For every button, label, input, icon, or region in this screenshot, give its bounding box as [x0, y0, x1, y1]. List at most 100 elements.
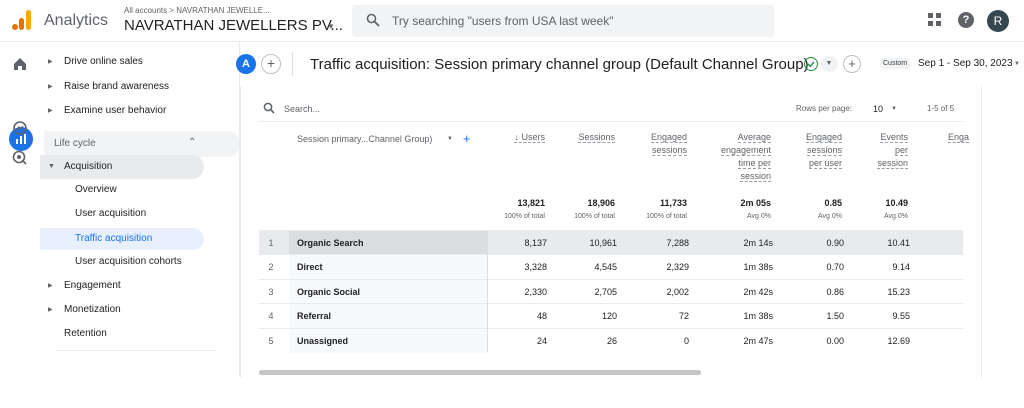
report-table-card: Search... Rows per page: 10 ▼ 1-5 of 5 S…: [240, 86, 982, 378]
cell-events: 10.41: [887, 238, 910, 248]
explore-icon[interactable]: [12, 120, 28, 136]
row-channel-name[interactable]: Direct: [297, 262, 323, 273]
title-options-caret-icon[interactable]: ▼: [820, 56, 838, 72]
home-icon[interactable]: [12, 56, 28, 72]
nav-section-life-cycle[interactable]: Life cycle ⌃: [44, 131, 239, 157]
check-circle-icon[interactable]: [804, 57, 818, 71]
nav-active-label: Traffic acquisition: [75, 233, 153, 244]
column-header-users[interactable]: ↓ Users: [514, 132, 545, 143]
column-total-sub-users: 100% of total: [504, 213, 545, 220]
column-total-avg_time: 2m 05s: [740, 198, 771, 208]
cell-sessions: 10,961: [589, 238, 617, 248]
row-channel-name[interactable]: Organic Social: [297, 286, 361, 297]
cell-eng_per_user: 0.86: [826, 286, 844, 297]
row-index: 5: [268, 335, 274, 346]
rows-per-page-select[interactable]: 10: [873, 104, 884, 114]
column-eng_per_user[interactable]: Engaged sessions per user: [805, 131, 842, 170]
table-row[interactable]: 3 Organic Social 2,330 2,705 2,002 2m 42s 0.86…: [259, 278, 963, 304]
column-sessions[interactable]: Sessions: [578, 131, 615, 144]
cell-engaged: 0: [683, 335, 689, 346]
comparison-badge[interactable]: A: [236, 54, 256, 74]
nav-item-retention[interactable]: Retention: [64, 328, 107, 339]
date-range-picker[interactable]: Sep 1 - Sep 30, 2023: [918, 58, 1013, 69]
column-cut[interactable]: Enga: [947, 131, 969, 144]
cell-events: 15.23: [887, 286, 910, 297]
table-search-input[interactable]: Search...: [284, 104, 321, 114]
row-channel-name[interactable]: Organic Search: [297, 238, 364, 248]
cell-events: 9.14: [892, 262, 910, 273]
column-header-engaged[interactable]: Engaged sessions: [650, 132, 687, 156]
date-caret-icon[interactable]: ▼: [1014, 61, 1020, 67]
cell-eng_per_user: 1.50: [826, 311, 844, 322]
row-channel-name[interactable]: Referral: [297, 311, 332, 322]
analytics-logo-icon[interactable]: [12, 10, 32, 30]
global-search[interactable]: Try searching "users from USA last week": [352, 5, 774, 37]
column-header-events[interactable]: Events per session: [877, 132, 908, 169]
nav-item-user-acquisition[interactable]: User acquisition: [75, 208, 147, 219]
horizontal-scrollbar[interactable]: [259, 370, 701, 375]
column-header-avg_time[interactable]: Average engagement time per session: [720, 132, 771, 182]
row-dimension-cell: [289, 328, 487, 353]
add-dimension-button[interactable]: +: [463, 131, 471, 146]
column-users[interactable]: ↓ Users: [514, 131, 545, 144]
dimension-caret-icon[interactable]: ▼: [447, 136, 453, 142]
rows-caret-icon[interactable]: ▼: [891, 106, 897, 112]
nav-item-acquisition[interactable]: [40, 155, 204, 179]
nav-item-traffic-acquisition[interactable]: Traffic acquisition: [40, 228, 204, 250]
advertising-icon[interactable]: [12, 150, 28, 166]
left-rail: [0, 42, 40, 408]
customize-report-button[interactable]: +: [843, 55, 861, 73]
column-events[interactable]: Events per session: [877, 131, 908, 170]
table-row[interactable]: 5 Unassigned 24 26 0 2m 47s 0.00 12.69: [259, 327, 963, 353]
column-total-sessions: 18,906: [587, 198, 615, 208]
cell-sessions: 120: [601, 311, 617, 322]
column-header-sessions[interactable]: Sessions: [578, 132, 615, 143]
column-header-cut[interactable]: Enga: [947, 132, 969, 143]
cell-engaged: 2,329: [666, 262, 689, 273]
add-comparison-button[interactable]: +: [261, 54, 281, 74]
top-bar: Analytics All accounts > NAVRATHAN JEWEL…: [0, 0, 1024, 42]
apps-grid-icon[interactable]: [928, 13, 942, 27]
rows-per-page-label: Rows per page:: [796, 104, 853, 113]
column-total-sub-engaged: 100% of total: [646, 213, 687, 220]
row-index: 2: [268, 262, 274, 273]
table-row[interactable]: 4 Referral 48 120 72 1m 38s 1.50 9.55: [259, 303, 963, 329]
nav-item-overview[interactable]: Overview: [75, 184, 117, 195]
nav-item-engagement[interactable]: ▶ Engagement: [48, 280, 121, 291]
column-header-eng_per_user[interactable]: Engaged sessions per user: [805, 132, 842, 169]
row-channel-name[interactable]: Unassigned: [297, 335, 349, 346]
account-caret-icon[interactable]: ▼: [327, 22, 335, 31]
nav-item-drive-online-sales[interactable]: ▶ Drive online sales: [48, 56, 143, 67]
dimension-header[interactable]: Session primary...Channel Group): [297, 134, 433, 144]
cell-sessions: 4,545: [594, 262, 617, 273]
help-icon[interactable]: ?: [958, 12, 974, 28]
pagination-range: 1-5 of 5: [927, 104, 955, 113]
column-engaged[interactable]: Engaged sessions: [650, 131, 687, 157]
row-index: 1: [268, 238, 274, 248]
cell-eng_per_user: 0.70: [826, 262, 844, 273]
table-row[interactable]: 1 Organic Search 8,137 10,961 7,288 2m 14s 0.9…: [259, 230, 963, 255]
nav-item-monetization[interactable]: ▶ Monetization: [48, 304, 121, 315]
nav-item-acquisition-label[interactable]: ▼ Acquisition: [48, 161, 113, 172]
table-row[interactable]: 2 Direct 3,328 4,545 2,329 1m 38s 0.70 9.14: [259, 254, 963, 280]
reports-rail-button[interactable]: [9, 127, 33, 151]
nav-item-raise-brand-awareness[interactable]: ▶ Raise brand awareness: [48, 81, 170, 92]
row-dimension-cell: [289, 304, 487, 329]
custom-date-badge: Custom: [880, 58, 911, 69]
cell-engaged: 72: [678, 311, 689, 322]
reports-icon: [16, 134, 26, 144]
column-avg_time[interactable]: Average engagement time per session: [720, 131, 771, 183]
cell-events: 9.55: [892, 311, 910, 322]
global-search-input[interactable]: Try searching "users from USA last week": [392, 14, 614, 28]
cell-eng_per_user: 0.00: [826, 335, 844, 346]
nav-section-label: Life cycle: [54, 138, 96, 149]
nav-item-examine-user-behavior[interactable]: ▶ Examine user behavior: [48, 105, 167, 116]
column-total-engaged: 11,733: [659, 198, 687, 208]
account-selector[interactable]: NAVRATHAN JEWELLERS PV...: [124, 17, 343, 34]
cell-eng_per_user: 0.90: [826, 238, 844, 248]
cell-avg_time: 2m 14s: [743, 238, 773, 248]
nav-item-user-acquisition-cohorts[interactable]: User acquisition cohorts: [75, 256, 182, 267]
avatar[interactable]: R: [987, 10, 1009, 32]
account-breadcrumb[interactable]: All accounts > NAVRATHAN JEWELLE...: [124, 6, 270, 15]
header-divider: [292, 52, 293, 76]
